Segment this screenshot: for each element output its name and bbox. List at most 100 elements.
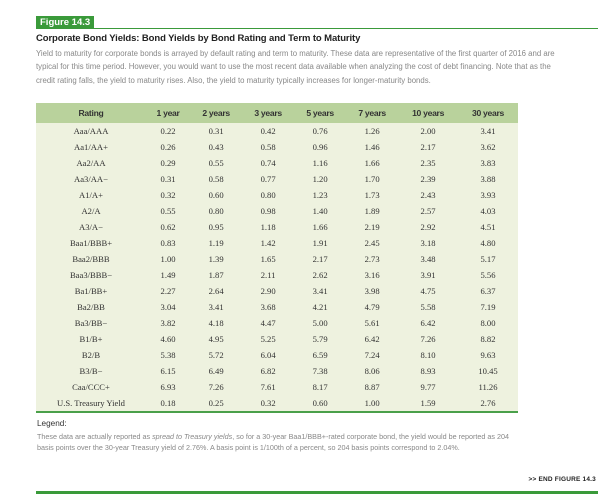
yield-cell: 3.83 (480, 158, 496, 168)
rating-cell: Baa3/BBB− (69, 270, 113, 280)
rating-cell: B3/B− (79, 366, 103, 376)
yield-cell: 9.77 (420, 382, 436, 392)
column-header: Rating (36, 103, 146, 123)
yield-cell: 2.17 (420, 142, 436, 152)
rating-cell: Aaa/AAA (73, 126, 109, 136)
yield-cell: 7.26 (208, 382, 224, 392)
table-row: A3/A− 0.62 0.95 1.18 1.66 2.19 2.92 4.51 (36, 219, 518, 235)
yield-cell: 0.58 (208, 174, 224, 184)
yield-cell: 3.16 (364, 270, 380, 280)
yield-cell: 4.21 (312, 302, 328, 312)
yield-cell: 0.76 (312, 126, 328, 136)
yield-cell: 8.93 (420, 366, 436, 376)
yield-cell: 0.32 (160, 190, 176, 200)
yield-cell: 10.45 (478, 366, 498, 376)
rating-cell: A2/A (81, 206, 101, 216)
yield-cell: 1.18 (260, 222, 276, 232)
yield-cell: 0.83 (160, 238, 176, 248)
yield-cell: 0.77 (260, 174, 276, 184)
yield-cell: 2.11 (260, 270, 276, 280)
yield-cell: 2.90 (260, 286, 276, 296)
yield-cell: 0.31 (160, 174, 176, 184)
table-row: Aaa/AAA 0.22 0.31 0.42 0.76 1.26 2.00 3.41 (36, 123, 518, 139)
yield-cell: 2.64 (208, 286, 224, 296)
yield-cell: 6.04 (260, 350, 276, 360)
column-header: 10 years (398, 103, 459, 123)
table-header-row: Rating 1 year 2 years 3 years 5 years 7 years… (36, 103, 518, 123)
yield-cell: 5.00 (312, 318, 328, 328)
legend-text: These data are actually reported as spre… (37, 431, 517, 453)
rating-cell: A1/A+ (79, 190, 103, 200)
yield-cell: 7.26 (420, 334, 436, 344)
yield-cell: 1.42 (260, 238, 276, 248)
yield-cell: 6.42 (364, 334, 380, 344)
bond-yield-table: Rating 1 year 2 years 3 years 5 years 7 years… (36, 103, 518, 413)
yield-cell: 0.18 (160, 398, 176, 408)
yield-cell: 0.98 (260, 206, 276, 216)
yield-cell: 4.47 (260, 318, 276, 328)
yield-cell: 1.39 (208, 254, 224, 264)
yield-cell: 8.10 (420, 350, 436, 360)
yield-cell: 0.60 (312, 398, 328, 408)
yield-cell: 6.37 (480, 286, 496, 296)
legend-heading: Legend: (37, 419, 67, 428)
table-row: Aa3/AA− 0.31 0.58 0.77 1.20 1.70 2.39 3.88 (36, 171, 518, 187)
yield-cell: 1.46 (364, 142, 380, 152)
yield-cell: 9.63 (480, 350, 496, 360)
yield-cell: 2.43 (420, 190, 436, 200)
yield-cell: 7.24 (364, 350, 380, 360)
yield-cell: 7.38 (312, 366, 328, 376)
yield-cell: 0.74 (260, 158, 276, 168)
yield-cell: 0.95 (208, 222, 224, 232)
yield-cell: 4.60 (160, 334, 176, 344)
table-row: Aa1/AA+ 0.26 0.43 0.58 0.96 1.46 2.17 3.62 (36, 139, 518, 155)
yield-cell: 0.26 (160, 142, 176, 152)
end-figure-marker: >> END FIGURE 14.3 (528, 476, 596, 483)
rating-cell: Ba2/BB (77, 302, 105, 312)
yield-cell: 2.92 (420, 222, 436, 232)
yield-cell: 7.61 (260, 382, 276, 392)
yield-cell: 0.96 (312, 142, 328, 152)
yield-cell: 4.79 (364, 302, 380, 312)
column-header: 30 years (458, 103, 518, 123)
table-row: Aa2/AA 0.29 0.55 0.74 1.16 1.66 2.35 3.83 (36, 155, 518, 171)
yield-cell: 1.00 (160, 254, 176, 264)
yield-cell: 1.89 (364, 206, 380, 216)
yield-cell: 3.18 (420, 238, 436, 248)
yield-cell: 8.87 (364, 382, 380, 392)
column-header: 7 years (346, 103, 399, 123)
yield-cell: 1.66 (312, 222, 328, 232)
yield-cell: 1.16 (312, 158, 328, 168)
yield-cell: 3.91 (420, 270, 436, 280)
yield-cell: 1.49 (160, 270, 176, 280)
yield-cell: 0.31 (208, 126, 224, 136)
yield-cell: 2.45 (364, 238, 380, 248)
table-row: B3/B− 6.15 6.49 6.82 7.38 8.06 8.93 10.45 (36, 363, 518, 379)
column-header: 5 years (294, 103, 347, 123)
yield-cell: 0.58 (260, 142, 276, 152)
yield-cell: 6.82 (260, 366, 276, 376)
table-row: U.S. Treasury Yield 0.18 0.25 0.32 0.60 1.00 1… (36, 395, 518, 412)
figure-title: Corporate Bond Yields: Bond Yields by Bo… (36, 33, 361, 44)
yield-cell: 3.93 (480, 190, 496, 200)
yield-cell: 3.62 (480, 142, 496, 152)
yield-cell: 2.19 (364, 222, 380, 232)
yield-cell: 1.65 (260, 254, 276, 264)
column-header: 3 years (242, 103, 295, 123)
yield-cell: 0.80 (260, 190, 276, 200)
yield-cell: 4.75 (420, 286, 436, 296)
yield-cell: 0.62 (160, 222, 176, 232)
rating-cell: Baa2/BBB (72, 254, 110, 264)
yield-cell: 0.22 (160, 126, 176, 136)
yield-cell: 5.38 (160, 350, 176, 360)
yield-cell: 2.39 (420, 174, 436, 184)
rating-cell: A3/A− (79, 222, 103, 232)
legend-text-italic: spread to Treasury yields (152, 432, 233, 441)
yield-cell: 1.19 (208, 238, 224, 248)
rating-cell: Baa1/BBB+ (69, 238, 113, 248)
yield-cell: 1.23 (312, 190, 328, 200)
rating-cell: Ba1/BB+ (74, 286, 108, 296)
table-row: A1/A+ 0.32 0.60 0.80 1.23 1.73 2.43 3.93 (36, 187, 518, 203)
yield-cell: 3.41 (208, 302, 224, 312)
yield-cell: 5.58 (420, 302, 436, 312)
